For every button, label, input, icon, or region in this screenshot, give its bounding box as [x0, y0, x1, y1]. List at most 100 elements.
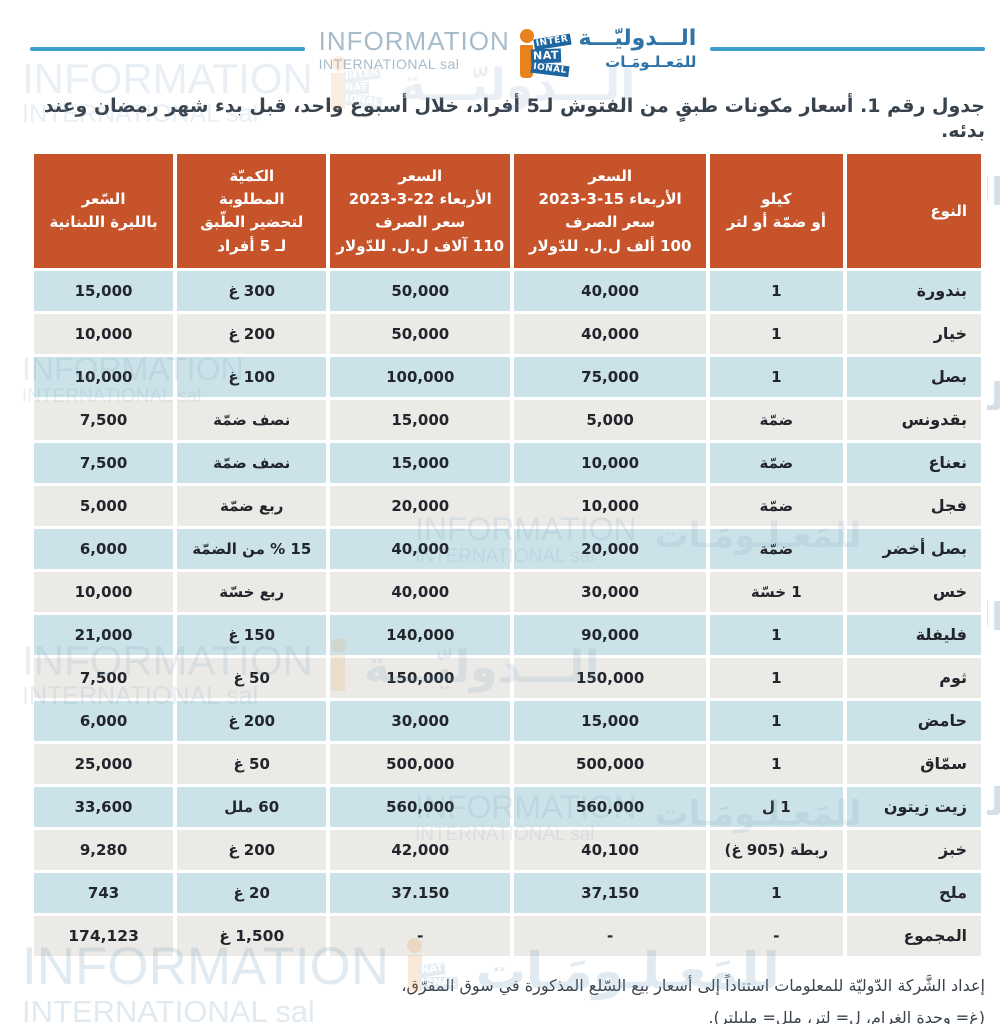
table-row: بصل 1 75,000 100,000 100 غ 10,000 — [34, 357, 981, 398]
logo-wordmark: INFORMATION INTERNATIONAL sal — [319, 28, 510, 71]
table-row: زيت زيتون 1 ل 560,000 560,000 60 ملل 33,… — [34, 787, 981, 828]
cell-unit: ضمّة — [710, 486, 843, 527]
cell-type: سمّاق — [846, 744, 981, 785]
logo-bar: INFORMATION INTERNATIONAL sal INTER NAT … — [30, 14, 985, 84]
cell-price-15-3: 40,000 — [514, 314, 707, 355]
cell-quantity: 50 غ — [177, 658, 327, 699]
table-row: ملح 1 37,150 37.150 20 غ 743 — [34, 873, 981, 914]
watermark-edge: الـــدوليّـــة — [987, 170, 1000, 214]
cell-price-15-3: 15,000 — [514, 701, 707, 742]
cell-price-lbp: 7,500 — [34, 443, 174, 484]
column-header-type: النوع — [846, 154, 981, 269]
watermark-edge: للمَعـلـومَـات — [987, 375, 1000, 423]
column-header-price-22-3: السعر الأربعاء 22-3-2023 سعر الصرف 110 آ… — [330, 154, 511, 269]
cell-price-lbp: 10,000 — [34, 314, 174, 355]
cell-price-22-3: 42,000 — [330, 830, 511, 871]
cell-unit: 1 — [710, 271, 843, 312]
cell-price-lbp: 10,000 — [34, 572, 174, 613]
cell-price-lbp: 15,000 — [34, 271, 174, 312]
table-row: خيار 1 40,000 50,000 200 غ 10,000 — [34, 314, 981, 355]
cell-type: خس — [846, 572, 981, 613]
cell-price-15-3: 37,150 — [514, 873, 707, 914]
cell-price-15-3: 30,000 — [514, 572, 707, 613]
cell-price-22-3: - — [330, 916, 511, 957]
cell-quantity: 200 غ — [177, 701, 327, 742]
cell-price-lbp: 743 — [34, 873, 174, 914]
cell-price-22-3: 50,000 — [330, 314, 511, 355]
cell-type: ثوم — [846, 658, 981, 699]
cell-price-lbp: 33,600 — [34, 787, 174, 828]
logo-arabic-calligraphy: الـــدوليّـــة للمَعـلـومَـات — [578, 25, 697, 72]
table-row: حامض 1 15,000 30,000 200 غ 6,000 — [34, 701, 981, 742]
cell-unit: ضمّة — [710, 400, 843, 441]
decorative-rule-left — [30, 47, 305, 51]
logo-mark-word: NAT — [530, 48, 561, 64]
cell-unit: ضمّة — [710, 443, 843, 484]
cell-price-22-3: 20,000 — [330, 486, 511, 527]
prices-table-body: بندورة 1 40,000 50,000 300 غ 15,000 خيار… — [34, 271, 981, 957]
cell-unit: ضمّة — [710, 529, 843, 570]
cell-price-15-3: 75,000 — [514, 357, 707, 398]
cell-unit: 1 — [710, 615, 843, 656]
cell-type: حامض — [846, 701, 981, 742]
cell-price-22-3: 50,000 — [330, 271, 511, 312]
watermark-edge: للمَعـلـومَـات — [987, 780, 1000, 828]
cell-type: بصل أخضر — [846, 529, 981, 570]
cell-type: بقدونس — [846, 400, 981, 441]
cell-quantity: 300 غ — [177, 271, 327, 312]
page-title: جدول رقم 1. أسعار مكونات طبقٍ من الفتوش … — [43, 95, 985, 142]
cell-price-15-3: 500,000 — [514, 744, 707, 785]
cell-quantity: 100 غ — [177, 357, 327, 398]
column-header-price-lbp: السّعر بالليرة اللبنانية — [34, 154, 174, 269]
logo-mark-word: IONAL — [530, 61, 569, 78]
cell-price-22-3: 500,000 — [330, 744, 511, 785]
cell-price-lbp: 5,000 — [34, 486, 174, 527]
table-row: فجل ضمّة 10,000 20,000 ربع ضمّة 5,000 — [34, 486, 981, 527]
table-row: سمّاق 1 500,000 500,000 50 غ 25,000 — [34, 744, 981, 785]
prices-table: النوع كيلو أو ضمّة أو لتر السعر الأربعاء… — [30, 151, 985, 959]
cell-unit: 1 — [710, 357, 843, 398]
decorative-rule-right — [710, 47, 985, 51]
cell-quantity: 20 غ — [177, 873, 327, 914]
cell-price-lbp: 7,500 — [34, 400, 174, 441]
cell-unit: - — [710, 916, 843, 957]
cell-price-lbp: 10,000 — [34, 357, 174, 398]
cell-price-22-3: 560,000 — [330, 787, 511, 828]
cell-price-lbp: 25,000 — [34, 744, 174, 785]
cell-unit: 1 — [710, 314, 843, 355]
table-row: بندورة 1 40,000 50,000 300 غ 15,000 — [34, 271, 981, 312]
cell-quantity: نصف ضمّة — [177, 400, 327, 441]
cell-price-22-3: 40,000 — [330, 572, 511, 613]
header-row: النوع كيلو أو ضمّة أو لتر السعر الأربعاء… — [34, 154, 981, 269]
cell-price-22-3: 100,000 — [330, 357, 511, 398]
table-row: بقدونس ضمّة 5,000 15,000 نصف ضمّة 7,500 — [34, 400, 981, 441]
cell-price-22-3: 40,000 — [330, 529, 511, 570]
cell-type: المجموع — [846, 916, 981, 957]
cell-quantity: نصف ضمّة — [177, 443, 327, 484]
table-row: ثوم 1 150,000 150,000 50 غ 7,500 — [34, 658, 981, 699]
cell-price-15-3: - — [514, 916, 707, 957]
cell-unit: 1 — [710, 658, 843, 699]
cell-price-22-3: 140,000 — [330, 615, 511, 656]
logo-name-line2: INTERNATIONAL sal — [318, 55, 460, 72]
cell-type: بصل — [846, 357, 981, 398]
cell-type: بندورة — [846, 271, 981, 312]
cell-price-lbp: 6,000 — [34, 701, 174, 742]
cell-quantity: ربع ضمّة — [177, 486, 327, 527]
cell-unit: 1 — [710, 701, 843, 742]
column-header-quantity: الكميّة المطلوبة لتحضير الطّبق لـ 5 أفرا… — [177, 154, 327, 269]
company-logo: INFORMATION INTERNATIONAL sal INTER NAT … — [319, 20, 697, 78]
cell-price-15-3: 5,000 — [514, 400, 707, 441]
cell-unit: 1 خسّة — [710, 572, 843, 613]
watermark-edge: الـــدوليّـــة — [987, 595, 1000, 639]
cell-price-lbp: 6,000 — [34, 529, 174, 570]
table-row: فليفلة 1 90,000 140,000 150 غ 21,000 — [34, 615, 981, 656]
cell-unit: ربطة (905 غ) — [710, 830, 843, 871]
cell-unit: 1 ل — [710, 787, 843, 828]
cell-price-lbp: 9,280 — [34, 830, 174, 871]
cell-price-lbp: 7,500 — [34, 658, 174, 699]
cell-price-22-3: 150,000 — [330, 658, 511, 699]
cell-quantity: 50 غ — [177, 744, 327, 785]
cell-quantity: 150 غ — [177, 615, 327, 656]
